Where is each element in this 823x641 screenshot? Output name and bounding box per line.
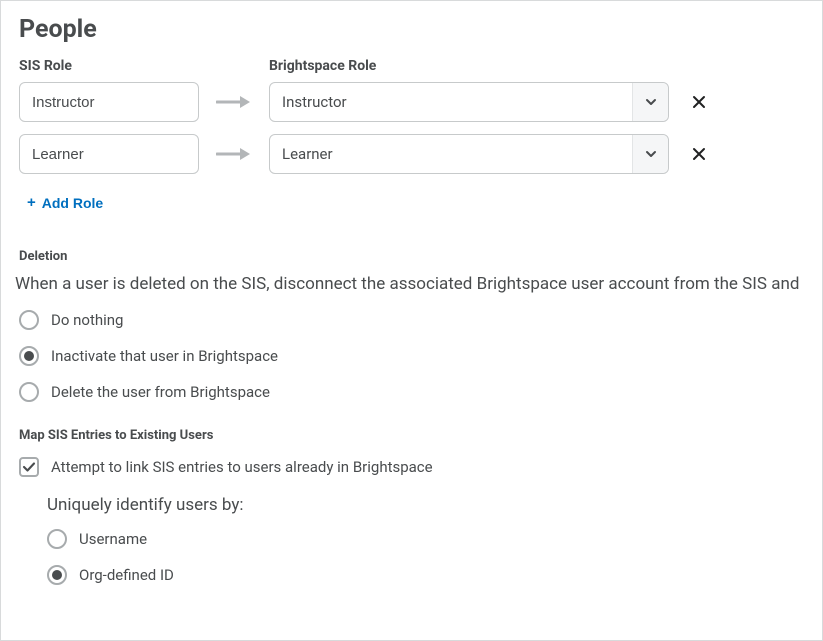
page-title: People xyxy=(19,15,804,44)
identify-radio[interactable] xyxy=(47,529,67,549)
deletion-label: Delete the user from Brightspace xyxy=(51,383,270,401)
identify-option: Username xyxy=(47,529,804,549)
mapping-checkbox-label: Attempt to link SIS entries to users alr… xyxy=(51,458,433,476)
deletion-radio[interactable] xyxy=(19,382,39,402)
people-settings-panel: People SIS Role Brightspace Role Instruc… xyxy=(0,0,823,641)
brightspace-role-value: Learner xyxy=(282,145,333,163)
check-icon xyxy=(22,460,36,474)
deletion-heading: Deletion xyxy=(19,249,804,264)
close-icon xyxy=(691,146,707,162)
chevron-down-icon xyxy=(644,95,658,109)
brightspace-role-select[interactable]: Learner xyxy=(269,134,669,174)
deletion-radio-group: Do nothing Inactivate that user in Bright… xyxy=(19,310,804,402)
deletion-option: Delete the user from Brightspace xyxy=(19,382,804,402)
remove-role-button[interactable] xyxy=(685,88,713,116)
sis-role-input[interactable] xyxy=(19,134,199,174)
identify-radio-group: Username Org-defined ID xyxy=(47,529,804,585)
role-mappings: Instructor Learner xyxy=(19,82,804,174)
deletion-radio[interactable] xyxy=(19,346,39,366)
select-chevron xyxy=(632,83,668,121)
add-role-button[interactable]: + Add Role xyxy=(23,190,107,215)
identify-radio[interactable] xyxy=(47,565,67,585)
mapping-checkbox[interactable] xyxy=(19,457,39,477)
identify-label: Username xyxy=(79,530,147,548)
deletion-prompt: When a user is deleted on the SIS, disco… xyxy=(15,274,804,294)
remove-role-button[interactable] xyxy=(685,140,713,168)
arrow-right-icon xyxy=(216,147,252,161)
deletion-label: Inactivate that user in Brightspace xyxy=(51,347,278,365)
deletion-radio[interactable] xyxy=(19,310,39,330)
mapping-heading: Map SIS Entries to Existing Users xyxy=(19,428,804,443)
plus-icon: + xyxy=(27,194,36,211)
add-role-label: Add Role xyxy=(42,195,103,211)
mapping-checkbox-row: Attempt to link SIS entries to users alr… xyxy=(19,457,804,477)
close-icon xyxy=(691,94,707,110)
identify-label: Uniquely identify users by: xyxy=(47,495,804,515)
arrow-cell xyxy=(199,147,269,161)
deletion-option: Do nothing xyxy=(19,310,804,330)
role-mapping-row: Instructor xyxy=(19,82,804,122)
sis-role-input[interactable] xyxy=(19,82,199,122)
identify-option: Org-defined ID xyxy=(47,565,804,585)
deletion-label: Do nothing xyxy=(51,311,123,329)
brightspace-role-value: Instructor xyxy=(282,93,347,111)
brightspace-role-header: Brightspace Role xyxy=(269,58,376,74)
sis-role-header: SIS Role xyxy=(19,58,199,74)
chevron-down-icon xyxy=(644,147,658,161)
brightspace-role-select[interactable]: Instructor xyxy=(269,82,669,122)
select-chevron xyxy=(632,135,668,173)
role-mapping-row: Learner xyxy=(19,134,804,174)
deletion-option: Inactivate that user in Brightspace xyxy=(19,346,804,366)
role-column-headers: SIS Role Brightspace Role xyxy=(19,58,804,74)
identify-label: Org-defined ID xyxy=(79,566,174,584)
arrow-cell xyxy=(199,95,269,109)
arrow-right-icon xyxy=(216,95,252,109)
